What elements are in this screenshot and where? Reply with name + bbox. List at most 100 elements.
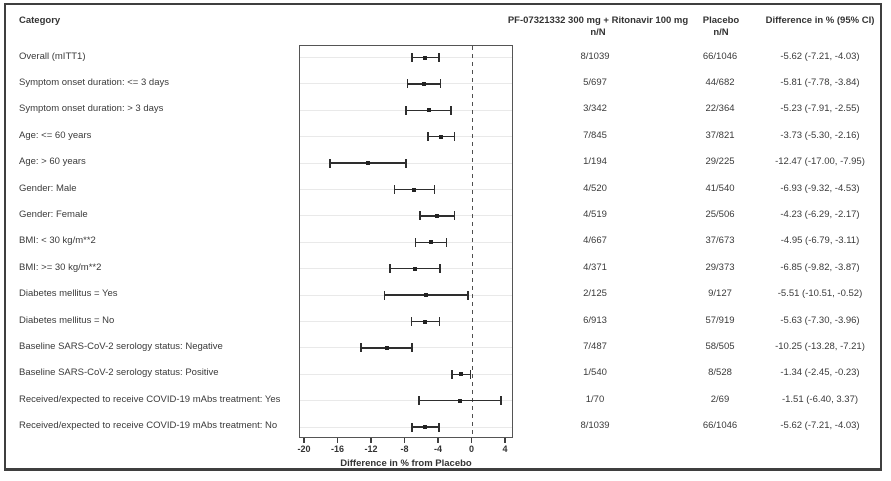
placebo-nN-cell: 41/540: [705, 182, 735, 194]
row-gridline: [300, 241, 512, 243]
treatment-nN-cell: 5/697: [583, 76, 607, 88]
row-category-label: Age: <= 60 years: [19, 129, 92, 141]
row-category-label: Diabetes mellitus = Yes: [19, 288, 118, 300]
row-category-label: Diabetes mellitus = No: [19, 314, 115, 326]
difference-ci-cell: -6.85 (-9.82, -3.87): [780, 261, 860, 273]
x-axis-tick: [437, 438, 439, 443]
placebo-nN-cell: 25/506: [705, 208, 735, 220]
point-estimate-marker: [423, 425, 428, 430]
x-axis-title: Difference in % from Placebo: [340, 458, 472, 469]
column-header-treatment: PF-07321332 300 mg + Ritonavir 100 mg n/…: [478, 15, 718, 39]
x-axis-tick-label: -12: [364, 444, 378, 454]
ci-cap-right: [411, 343, 413, 353]
x-axis-tick: [303, 438, 305, 443]
point-estimate-marker: [413, 266, 418, 271]
difference-ci-cell: -4.95 (-6.79, -3.11): [780, 235, 860, 247]
row-category-label: BMI: < 30 kg/m**2: [19, 235, 96, 247]
ci-cap-left: [414, 237, 417, 247]
ci-cap-right: [469, 369, 472, 379]
difference-ci-cell: -5.62 (-7.21, -4.03): [780, 50, 860, 62]
point-estimate-marker: [421, 81, 426, 86]
treatment-nN-cell: 4/667: [583, 235, 607, 247]
treatment-nN-cell: 2/125: [583, 288, 607, 300]
difference-ci-cell: -5.63 (-7.30, -3.96): [780, 314, 860, 326]
treatment-nN-cell: 4/519: [583, 208, 607, 220]
x-axis-tick: [403, 438, 406, 443]
treatment-nN-cell: 1/540: [583, 367, 607, 379]
ci-cap-left: [411, 53, 413, 62]
difference-ci-cell: -5.51 (-10.51, -0.52): [777, 288, 863, 300]
ci-cap-right: [433, 185, 436, 194]
point-estimate-marker: [384, 345, 389, 350]
x-axis-tick-label: 4: [502, 444, 508, 454]
row-gridline: [300, 136, 512, 138]
point-estimate-marker: [412, 187, 417, 192]
ci-cap-right: [438, 317, 441, 326]
ci-cap-right: [453, 211, 456, 221]
placebo-nN-cell: 37/821: [705, 129, 735, 141]
x-axis-tick-label: 0: [468, 444, 474, 454]
row-gridline: [300, 215, 512, 217]
ci-cap-right: [439, 264, 441, 274]
row-category-label: BMI: >= 30 kg/m**2: [19, 261, 102, 273]
column-header-category: Category: [19, 15, 61, 26]
point-estimate-marker: [429, 240, 434, 245]
row-gridline: [300, 83, 512, 85]
difference-ci-cell: -4.23 (-6.29, -2.17): [780, 208, 860, 220]
column-header-treatment-line1: PF-07321332 300 mg + Ritonavir 100 mg: [507, 15, 689, 26]
point-estimate-marker: [459, 372, 464, 377]
placebo-nN-cell: 29/225: [705, 156, 735, 168]
x-axis-tick: [336, 438, 339, 443]
treatment-nN-cell: 7/845: [583, 129, 607, 141]
figure-border: Category PF-07321332 300 mg + Ritonavir …: [4, 3, 882, 471]
difference-ci-cell: -5.23 (-7.91, -2.55): [780, 103, 860, 115]
x-axis-tick: [470, 438, 473, 443]
point-estimate-marker: [424, 293, 429, 298]
row-category-label: Age: > 60 years: [19, 156, 86, 168]
row-category-label: Received/expected to receive COVID-19 mA…: [19, 420, 278, 432]
ci-cap-left: [411, 422, 413, 432]
placebo-nN-cell: 37/673: [705, 235, 735, 247]
treatment-nN-cell: 3/342: [583, 103, 607, 115]
treatment-nN-cell: 1/70: [585, 393, 605, 405]
treatment-nN-cell: 8/1039: [580, 420, 610, 432]
row-category-label: Gender: Female: [19, 208, 88, 220]
x-axis-tick-label: -20: [297, 444, 311, 454]
ci-cap-left: [329, 158, 331, 168]
ci-cap-left: [405, 105, 408, 115]
ci-cap-left: [360, 343, 363, 353]
placebo-nN-cell: 66/1046: [702, 420, 738, 432]
row-gridline: [300, 400, 512, 402]
difference-ci-cell: -6.93 (-9.32, -4.53): [780, 182, 860, 194]
ci-cap-right: [405, 158, 407, 168]
ci-cap-left: [418, 396, 420, 406]
point-estimate-marker: [366, 161, 371, 166]
treatment-nN-cell: 8/1039: [580, 50, 610, 62]
ci-cap-left: [427, 132, 429, 142]
x-axis-tick-label: -4: [433, 444, 442, 454]
column-header-placebo-line1: Placebo: [702, 15, 740, 26]
placebo-nN-cell: 9/127: [708, 288, 732, 300]
placebo-nN-cell: 2/69: [710, 393, 730, 405]
point-estimate-marker: [423, 55, 428, 60]
ci-cap-right: [437, 422, 440, 432]
ci-cap-left: [383, 290, 386, 300]
column-header-difference: Difference in % (95% CI): [765, 15, 875, 26]
point-estimate-marker: [439, 134, 444, 139]
plot-area: [299, 45, 513, 438]
column-header-placebo-line2: n/N: [713, 27, 729, 38]
ci-cap-right: [453, 132, 456, 142]
ci-cap-left: [406, 79, 409, 89]
placebo-nN-cell: 22/364: [705, 103, 735, 115]
ci-cap-right: [439, 79, 442, 89]
row-gridline: [300, 426, 512, 428]
difference-ci-cell: -3.73 (-5.30, -2.16): [780, 129, 860, 141]
difference-ci-cell: -1.34 (-2.45, -0.23): [780, 367, 860, 379]
row-category-label: Received/expected to receive COVID-19 mA…: [19, 393, 281, 405]
row-category-label: Baseline SARS-CoV-2 serology status: Neg…: [19, 340, 223, 352]
ci-cap-right: [437, 53, 440, 62]
point-estimate-marker: [435, 213, 440, 218]
difference-ci-cell: -10.25 (-13.28, -7.21): [775, 340, 865, 352]
row-gridline: [300, 57, 512, 58]
treatment-nN-cell: 7/487: [583, 340, 607, 352]
